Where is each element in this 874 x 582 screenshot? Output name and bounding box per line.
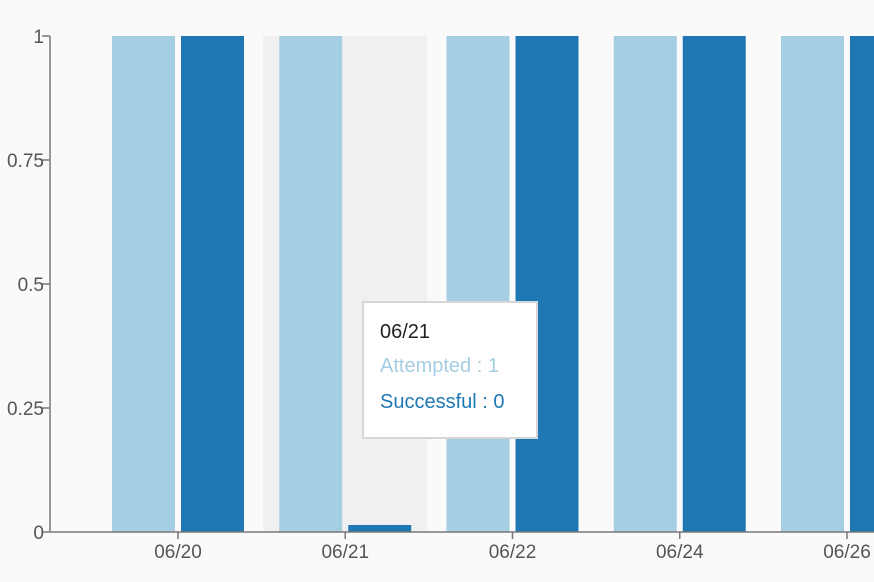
bar-successful-06-21[interactable] (348, 525, 412, 532)
tooltip-attempted: Attempted : 1 (380, 355, 499, 377)
x-tick-label: 06/26 (823, 542, 871, 563)
x-tick-label: 06/21 (321, 542, 369, 563)
y-tick-label: 0.5 (18, 275, 44, 296)
chart-tooltip: 06/21 Attempted : 1 Successful : 0 (362, 301, 538, 439)
x-tick-label: 06/20 (154, 542, 202, 563)
bar-attempted-06-21[interactable] (279, 36, 343, 532)
bar-successful-06-22[interactable] (515, 36, 579, 532)
x-tick-label: 06/24 (656, 542, 704, 563)
bar-successful-06-26[interactable] (850, 36, 874, 532)
bar-attempted-06-26[interactable] (781, 36, 844, 532)
tooltip-successful: Successful : 0 (380, 391, 505, 413)
y-tick-label: 0.25 (7, 399, 44, 420)
y-tick-label: 1 (33, 27, 44, 48)
y-tick-label: 0 (33, 523, 44, 544)
bar-attempted-06-20[interactable] (112, 36, 175, 532)
tooltip-date: 06/21 (380, 321, 431, 343)
x-tick-label: 06/22 (489, 542, 537, 563)
bar-successful-06-24[interactable] (682, 36, 746, 532)
bar-attempted-06-22[interactable] (446, 36, 510, 532)
bar-attempted-06-24[interactable] (613, 36, 677, 532)
bar-successful-06-20[interactable] (181, 36, 244, 532)
y-tick-label: 0.75 (7, 151, 44, 172)
